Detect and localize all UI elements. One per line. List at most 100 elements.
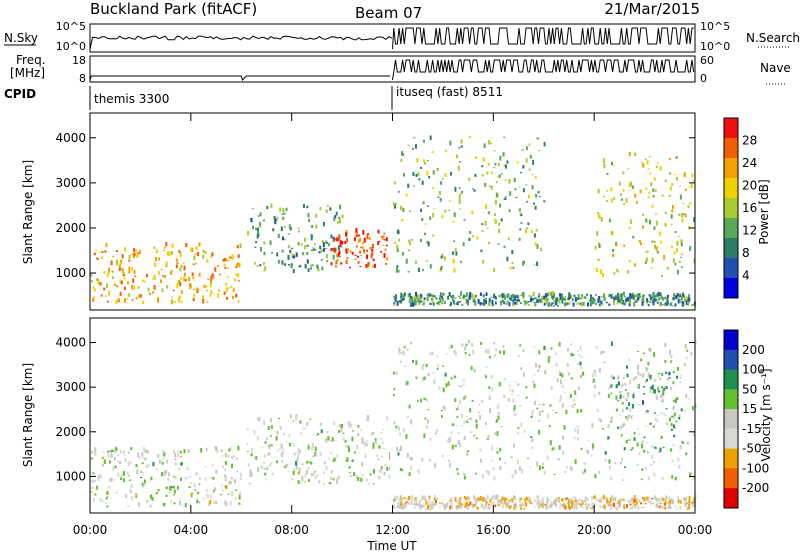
power-cell: [409, 210, 412, 213]
power-cell: [317, 267, 320, 272]
power-cell: [433, 295, 436, 298]
velocity-cell: [610, 374, 613, 379]
power-cell: [603, 195, 606, 197]
velocity-cell: [615, 384, 618, 388]
velocity-cell: [649, 374, 652, 380]
power-cell: [429, 293, 432, 297]
velocity-cell: [215, 469, 218, 474]
velocity-cell: [609, 497, 612, 502]
velocity-cell: [666, 378, 669, 381]
velocity-cell: [115, 492, 118, 494]
power-cell: [663, 255, 666, 260]
power-cell: [255, 227, 258, 231]
power-cell: [462, 294, 465, 299]
velocity-cell: [499, 457, 501, 461]
power-cell: [546, 303, 549, 305]
power-cell: [225, 282, 228, 286]
velocity-cell: [239, 478, 242, 480]
power-cell: [594, 245, 597, 250]
power-cell: [526, 200, 529, 203]
velocity-cell: [538, 499, 541, 505]
power-cell: [597, 259, 600, 261]
power-cell: [409, 241, 412, 246]
velocity-cell: [519, 505, 521, 507]
velocity-cell: [204, 466, 207, 468]
power-cell: [608, 294, 611, 298]
velocity-cell: [396, 447, 399, 452]
velocity-cell: [553, 473, 556, 475]
power-cell: [660, 240, 663, 244]
power-cell: [128, 266, 131, 270]
velocity-cell: [405, 498, 408, 500]
velocity-cell: [267, 426, 270, 430]
velocity-cell: [554, 501, 557, 507]
velocity-cell: [392, 393, 395, 397]
power-cell: [535, 193, 538, 198]
velocity-cell: [527, 458, 530, 459]
power-cell: [512, 301, 515, 305]
power-cell: [412, 302, 415, 307]
velocity-cell: [144, 451, 147, 453]
velocity-colorbar-tick-4: -15: [742, 422, 762, 436]
velocity-cell: [586, 497, 589, 502]
power-cell: [124, 286, 126, 290]
velocity-cell: [328, 458, 331, 460]
power-cell: [209, 283, 212, 288]
power-cell: [288, 245, 291, 247]
power-cell: [383, 253, 386, 258]
velocity-cell: [94, 493, 97, 496]
power-cell: [628, 303, 631, 307]
power-cell: [440, 293, 443, 296]
velocity-cell: [655, 498, 658, 501]
power-cell: [452, 300, 455, 305]
velocity-cell: [643, 393, 646, 395]
power-cell: [633, 294, 636, 298]
velocity-cell: [616, 507, 619, 510]
velocity-cell: [263, 420, 265, 425]
velocity-cell: [585, 503, 587, 505]
velocity-cell: [409, 456, 412, 461]
velocity-cell: [487, 505, 490, 510]
power-cell: [454, 187, 457, 192]
power-cell: [656, 162, 659, 164]
velocity-cell: [488, 386, 491, 389]
power-cell: [432, 170, 435, 175]
velocity-cell: [650, 464, 653, 466]
power-cell: [628, 182, 631, 188]
velocity-cell: [564, 505, 567, 510]
power-cell: [516, 301, 519, 305]
power-cell: [509, 297, 512, 300]
velocity-cell: [561, 503, 564, 508]
power-cell: [673, 293, 675, 297]
velocity-cell: [196, 499, 199, 504]
power-cell: [165, 242, 168, 247]
power-cell: [528, 194, 530, 199]
power-cell: [433, 207, 436, 210]
power-cell: [103, 271, 106, 274]
velocity-cell: [625, 416, 627, 419]
power-cell: [422, 201, 425, 205]
power-cell: [598, 295, 601, 301]
velocity-cell: [495, 447, 498, 449]
velocity-cell: [533, 400, 536, 405]
velocity-cell: [330, 440, 333, 442]
power-cell: [475, 156, 478, 160]
velocity-cell: [603, 361, 606, 364]
velocity-cell: [399, 499, 402, 502]
velocity-cell: [454, 496, 457, 502]
power-cell: [346, 238, 348, 243]
velocity-cell: [619, 391, 622, 393]
power-cell: [653, 226, 656, 230]
power-cell: [361, 246, 364, 249]
power-cell: [355, 245, 358, 248]
velocity-cell: [638, 452, 641, 456]
power-cell: [271, 252, 274, 254]
velocity-cell: [621, 409, 624, 413]
freq-tick-top: 18: [72, 54, 86, 67]
velocity-cell: [107, 450, 110, 453]
power-cell: [457, 165, 460, 171]
velocity-cell: [495, 495, 498, 500]
velocity-cell: [239, 503, 242, 505]
power-cell: [485, 204, 488, 210]
velocity-cell: [558, 342, 561, 347]
